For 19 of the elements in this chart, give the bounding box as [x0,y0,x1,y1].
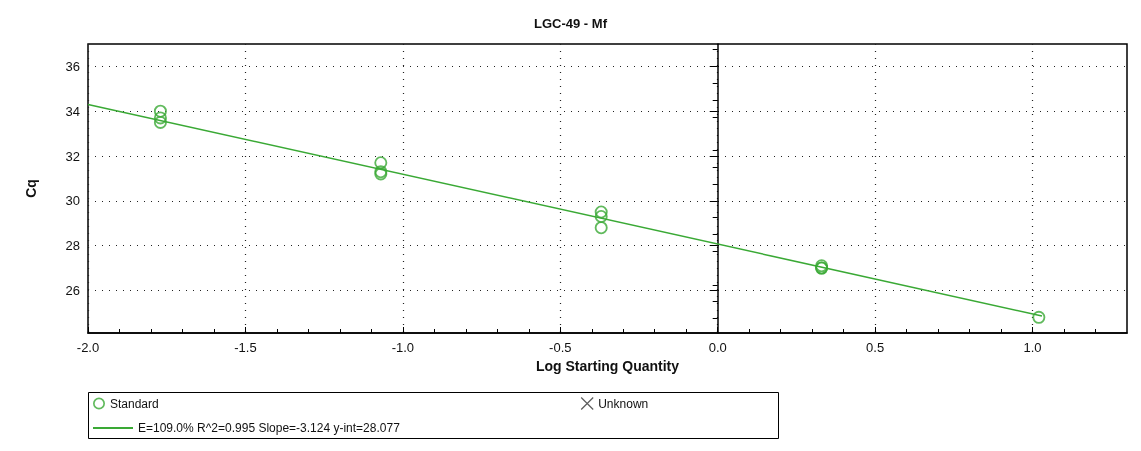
x-tick-label: -1.0 [391,340,415,355]
y-tick-label: 30 [65,193,80,209]
x-tick-label: 0.0 [708,340,727,355]
x-tick-label: 1.0 [1023,340,1042,355]
x-tick-label: -2.0 [76,340,100,355]
x-tick-label: -1.5 [234,340,257,355]
y-tick-label: 28 [65,238,80,254]
y-tick-label: 32 [65,148,80,164]
chart-title: LGC-49 - Mf [534,16,608,31]
x-tick-label: -0.5 [549,340,572,355]
legend-label: Unknown [598,396,649,411]
y-tick-label: 26 [65,282,80,298]
legend-label: E=109.0% R^2=0.995 Slope=-3.124 y-int=28.077 [138,421,401,435]
y-tick-label: 34 [65,103,80,119]
y-tick-label: 36 [65,58,80,74]
legend-label: Standard [110,396,159,411]
y-axis-title: Cq [23,179,39,198]
x-axis-title: Log Starting Quantity [535,357,680,374]
x-tick-label: 0.5 [866,340,885,355]
